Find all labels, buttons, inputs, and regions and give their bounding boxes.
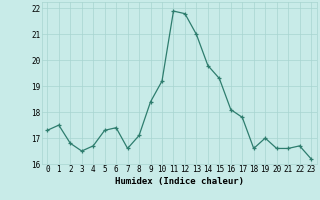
X-axis label: Humidex (Indice chaleur): Humidex (Indice chaleur)	[115, 177, 244, 186]
